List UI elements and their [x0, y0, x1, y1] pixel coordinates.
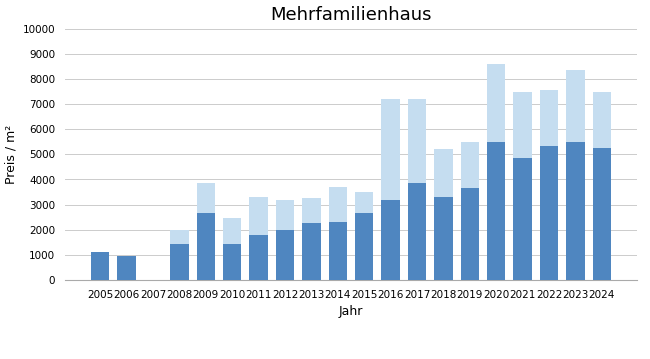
Bar: [540, 146, 558, 280]
Bar: [566, 70, 584, 280]
Title: Mehrfamilienhaus: Mehrfamilienhaus: [270, 6, 432, 24]
Bar: [434, 197, 452, 280]
Bar: [355, 192, 374, 280]
Bar: [514, 92, 532, 280]
Y-axis label: Preis / m²: Preis / m²: [4, 125, 17, 184]
Bar: [514, 158, 532, 280]
Bar: [487, 142, 506, 280]
Bar: [223, 243, 241, 280]
Bar: [540, 90, 558, 280]
Bar: [382, 99, 400, 280]
Bar: [276, 200, 294, 280]
Bar: [170, 230, 188, 280]
Bar: [223, 218, 241, 280]
Bar: [170, 243, 188, 280]
Bar: [196, 213, 215, 280]
Bar: [250, 235, 268, 280]
Bar: [461, 188, 479, 280]
Bar: [276, 230, 294, 280]
Bar: [328, 187, 347, 280]
Bar: [302, 223, 320, 280]
Bar: [302, 198, 320, 280]
Bar: [91, 252, 109, 280]
Bar: [382, 200, 400, 280]
Bar: [250, 197, 268, 280]
Bar: [487, 64, 506, 280]
Bar: [196, 183, 215, 280]
Bar: [328, 222, 347, 280]
Bar: [461, 142, 479, 280]
Bar: [434, 149, 452, 280]
Legend: höchster Preis, durchschnittlicher Preis: höchster Preis, durchschnittlicher Preis: [209, 357, 493, 359]
Bar: [91, 252, 109, 280]
X-axis label: Jahr: Jahr: [339, 305, 363, 318]
Bar: [118, 256, 136, 280]
Bar: [593, 148, 611, 280]
Bar: [355, 213, 374, 280]
Bar: [408, 183, 426, 280]
Bar: [593, 92, 611, 280]
Bar: [408, 99, 426, 280]
Bar: [118, 256, 136, 280]
Bar: [566, 142, 584, 280]
